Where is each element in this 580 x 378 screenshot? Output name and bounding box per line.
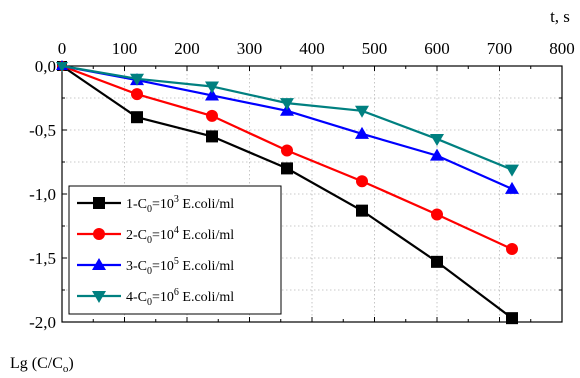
y-tick-label: -1,5 [29, 249, 56, 268]
x-tick-label: 400 [299, 39, 325, 58]
data-point-square [431, 255, 443, 268]
x-tick-label: 300 [237, 39, 263, 58]
data-point-triangle-down [505, 164, 519, 177]
data-point-square [281, 162, 293, 175]
data-point-triangle-up [355, 126, 369, 139]
data-point-triangle-up [92, 258, 106, 270]
data-point-triangle-up [505, 181, 519, 194]
x-tick-label: 100 [112, 39, 138, 58]
x-tick-label: 500 [362, 39, 388, 58]
x-tick-label: 700 [487, 39, 513, 58]
data-point-circle [206, 109, 218, 122]
y-tick-label: -2,0 [29, 313, 56, 332]
y-tick-label: 0,0 [35, 57, 56, 76]
data-point-circle [281, 144, 293, 157]
legend-item-1: 1-C0=103 E.coli/ml [77, 194, 234, 215]
x-tick-label: 600 [424, 39, 450, 58]
legend: 1-C0=103 E.coli/ml 2-C0=104 E.coli/ml 3-C0… [68, 185, 282, 315]
data-point-square [356, 204, 368, 217]
data-point-triangle-down [355, 105, 369, 118]
y-tick-label: -1,0 [29, 185, 56, 204]
data-point-triangle-up [430, 148, 444, 161]
data-point-triangle-down [92, 291, 106, 303]
legend-label: 2-C0=104 E.coli/ml [126, 225, 234, 246]
data-point-circle [506, 243, 518, 256]
series-2 [57, 61, 518, 256]
legend-item-2: 2-C0=104 E.coli/ml [77, 225, 234, 246]
legend-item-4: 4-C0=106 E.coli/ml [77, 287, 234, 308]
data-point-square [131, 111, 143, 124]
legend-label: 3-C0=105 E.coli/ml [126, 256, 234, 277]
data-point-triangle-up [205, 88, 219, 101]
series-1 [57, 61, 518, 325]
series-4 [56, 62, 519, 177]
data-point-triangle-down [130, 73, 144, 86]
data-point-circle [131, 88, 143, 101]
x-axis-title: t, s [550, 7, 570, 26]
y-tick-label: -0,5 [29, 121, 56, 140]
legend-item-3: 3-C0=105 E.coli/ml [77, 256, 234, 277]
data-point-circle [356, 175, 368, 188]
x-tick-label: 800 [549, 39, 575, 58]
data-point-triangle-down [205, 81, 219, 94]
data-point-triangle-down [280, 98, 294, 111]
x-tick-label: 200 [174, 39, 200, 58]
data-point-square [506, 312, 518, 325]
legend-label: 4-C0=106 E.coli/ml [126, 287, 234, 308]
x-tick-label: 0 [58, 39, 67, 58]
data-point-square [206, 130, 218, 143]
data-point-triangle-down [56, 62, 68, 72]
data-point-circle [93, 228, 105, 240]
ticks [61, 65, 563, 323]
data-point-triangle-down [430, 133, 444, 146]
data-point-square [93, 197, 105, 209]
data-point-circle [431, 208, 443, 221]
legend-label: 1-C0=103 E.coli/ml [126, 194, 234, 215]
y-axis-title: Lg (C/Co) [10, 355, 74, 375]
